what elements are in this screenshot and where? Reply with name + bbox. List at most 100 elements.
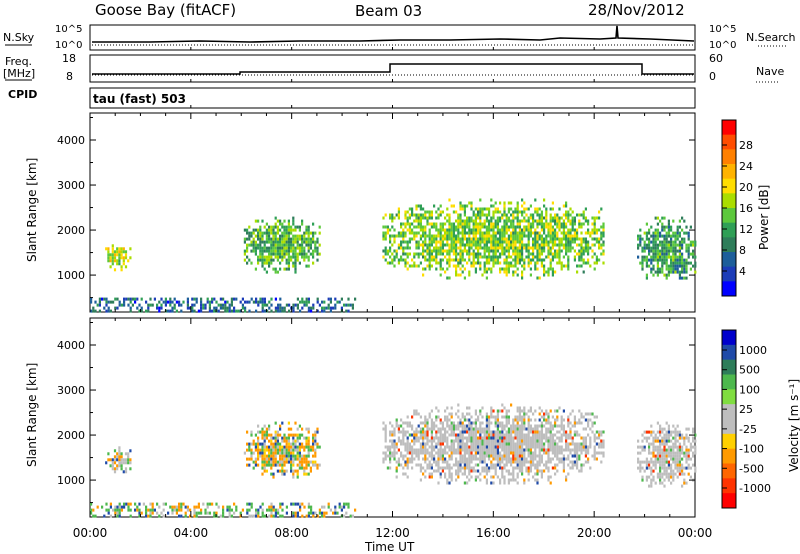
echo-cell [393,448,396,452]
echo-cell [485,240,488,244]
echo-cell [510,478,513,482]
echo-cell [496,424,499,428]
echo-cell [656,457,659,461]
echo-cell [683,240,686,244]
echo-cell [503,445,506,449]
echo-cell [514,234,517,238]
echo-cell [283,249,286,253]
echo-cell [527,258,530,262]
echo-cell [466,237,469,241]
echo-cell [637,234,640,238]
echo-cell [404,222,407,226]
echo-cell [109,256,112,260]
echo-cell [446,445,449,449]
echo-cell [573,421,576,425]
echo-cell [441,439,444,443]
echo-cell [554,418,557,422]
echo-cell [483,234,486,238]
echo-cell [492,216,495,220]
echo-cell [303,252,306,256]
echo-cell [248,448,251,452]
echo-cell [556,442,559,446]
echo-cell [444,249,447,253]
echo-cell [663,442,666,446]
echo-cell [265,255,268,259]
echo-cell [538,457,541,461]
echo-cell [667,472,670,476]
echo-cell [459,273,462,277]
echo-cell [501,409,504,413]
echo-cell [534,457,537,461]
echo-cell [450,231,453,235]
echo-cell [587,252,590,256]
echo-cell [529,451,532,455]
echo-cell [538,255,541,259]
echo-cell [298,436,301,440]
echo-cell [287,246,290,250]
echo-cell [134,508,137,512]
echo-cell [292,472,295,476]
colorbar-tick-label: 20 [739,181,753,194]
echo-cell [455,225,458,229]
echo-cell [593,228,596,232]
echo-cell [505,225,508,229]
echo-cell [665,472,668,476]
echo-cell [415,231,418,235]
echo-cell [292,457,295,461]
echo-cell [124,253,128,257]
echo-cell [424,448,427,452]
echo-cell [314,451,317,455]
echo-cell [551,255,554,259]
echo-cell [558,207,561,211]
echo-cell [510,207,513,211]
echo-cell [683,264,686,268]
echo-cell [490,204,493,208]
echo-cell [448,246,451,250]
echo-cell [171,511,174,515]
echo-cell [118,259,121,263]
echo-cell [503,222,506,226]
echo-cell [90,300,93,304]
echo-cell [527,261,530,265]
echo-cell [477,249,480,253]
echo-cell [287,219,290,223]
echo-cell [507,219,510,223]
echo-cell [641,475,644,479]
echo-cell [268,427,271,431]
echo-cell [470,252,473,256]
echo-cell [466,442,469,446]
echo-cell [514,243,517,247]
echo-cell [687,472,690,476]
echo-cell [343,514,346,518]
echo-cell [413,213,416,217]
echo-cell [571,216,574,220]
echo-cell [444,457,447,461]
echo-cell [455,219,458,223]
echo-cell [490,445,493,449]
echo-cell [587,421,590,425]
echo-cell [661,472,664,476]
echo-cell [255,511,258,515]
echo-cell [468,454,471,458]
echo-cell [512,228,515,232]
echo-cell [670,439,673,443]
echo-cell [479,409,482,413]
echo-cell [255,514,258,518]
echo-cell [501,240,504,244]
echo-cell [516,231,519,235]
echo-cell [573,234,576,238]
echo-cell [265,237,268,241]
echo-cell [459,454,462,458]
echo-cell [448,418,451,422]
echo-cell [656,216,659,220]
echo-cell [571,439,574,443]
echo-cell [270,442,273,446]
echo-cell [551,457,554,461]
echo-cell [312,460,315,464]
echo-cell [547,412,550,416]
echo-cell [400,451,403,455]
echo-cell [602,445,605,449]
echo-cell [490,258,493,262]
echo-cell [516,207,519,211]
echo-cell [687,439,690,443]
